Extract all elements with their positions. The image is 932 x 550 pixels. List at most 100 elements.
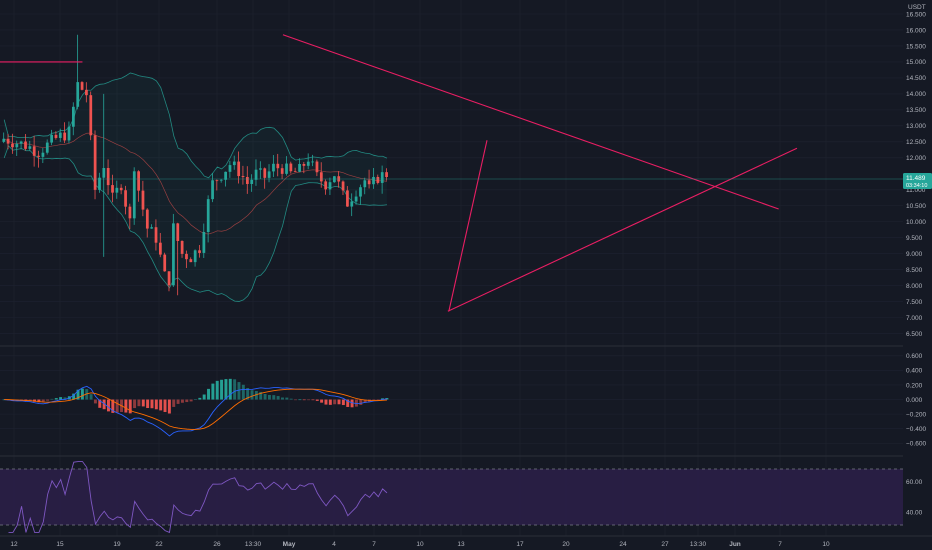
candle-body [367,180,371,185]
time-tick-label: 24 [619,541,627,548]
macd-bar [146,399,150,409]
time-tick-label: 26 [213,541,221,548]
signal-line [4,388,388,430]
candle-body [119,187,123,191]
macd-bar [263,393,267,400]
candle-body [185,253,188,260]
candle-body [67,126,71,141]
candle-body [341,181,345,191]
rsi-axis[interactable]: 60.00 40.00 [906,479,923,517]
candle-body [241,176,245,178]
price-axis[interactable]: 16.500 16.000 15.500 15.000 14.500 14.000 13.5… [906,11,926,338]
candle-body [328,182,332,190]
trendline-ascending-extension[interactable] [448,140,488,312]
candlesticks [2,34,388,296]
macd-pane[interactable] [2,378,389,437]
candle-body [289,163,293,172]
price-pane[interactable] [0,34,903,312]
macd-bar [202,394,206,400]
macd-bar [215,380,219,400]
candle-body [85,89,88,96]
candle-body [211,180,214,200]
candle-body [267,171,271,178]
price-tick-label: 12.500 [906,139,926,146]
candle-body [163,254,167,272]
price-tick-label: 10.000 [906,219,926,226]
macd-bar [63,397,67,400]
rsi-band [0,469,903,525]
macd-bar [363,399,367,403]
candle-body [350,201,354,207]
macd-bar [254,391,258,400]
macd-bar [311,399,315,401]
bollinger-fill [4,72,387,302]
price-tick-label: 16.500 [906,11,926,18]
price-tick-label: 9.500 [906,235,923,242]
candle-body [306,161,310,166]
candle-body [285,163,288,174]
macd-bar [285,397,289,400]
candle-body [263,168,267,178]
macd-bar [180,399,184,403]
time-tick-label: 13:30 [245,541,262,548]
candle-body [132,171,136,219]
macd-tick-label: 0.600 [906,353,923,360]
candle-body [315,161,319,173]
macd-bar [163,399,167,413]
candle-body [115,187,119,193]
candle-body [54,134,58,138]
candle-body [50,134,53,143]
macd-axis[interactable]: 0.600 0.400 0.200 0.000 −0.200 −0.400 −0.600 [906,353,926,447]
macd-tick-label: 0.200 [906,382,923,389]
candle-body [93,135,97,190]
moving-average [4,132,388,235]
candle-body [324,181,328,190]
macd-bar [341,399,345,406]
candle-body [111,185,114,193]
macd-bar [207,388,210,400]
time-tick-label: Jun [729,541,741,548]
macd-bar [272,395,276,400]
macd-bar [224,379,228,400]
macd-bar [276,396,280,400]
macd-bar [107,399,110,412]
price-tick-label: 15.000 [906,59,926,66]
candle-body [311,161,314,163]
trendlines[interactable] [0,34,798,312]
macd-bar [211,383,215,400]
bollinger-lower [3,145,388,302]
candle-body [72,106,75,127]
candle-body [141,190,145,210]
time-axis[interactable]: 12 15 19 22 26 13:30 May 4 7 10 13 17 20 24 27 13:30 Jun… [10,541,830,548]
candle-body [124,190,127,207]
grid-lines [0,0,903,536]
trendline-descending[interactable] [282,34,779,210]
macd-bar [124,399,128,413]
macd-bar [172,399,176,407]
macd-bar [93,399,97,404]
price-tick-label: 9.000 [906,251,923,258]
candle-body [219,179,223,181]
candle-body [58,132,62,138]
candle-body [272,163,275,172]
last-price-badge: 11.489 03:34:10 [903,173,932,189]
candle-body [98,177,101,190]
time-tick-label: 10 [416,541,424,548]
trendline-ascending[interactable] [447,147,798,312]
candle-body [89,95,93,136]
last-price-countdown: 03:34:10 [906,183,927,189]
quote-currency-label: USDT [908,4,926,11]
price-tick-label: 7.000 [906,315,923,322]
candle-body [302,163,306,166]
candle-body [298,163,301,172]
rsi-pane[interactable] [0,461,903,534]
candle-body [154,227,158,243]
price-tick-label: 12.000 [906,155,926,162]
macd-tick-label: 0.000 [906,397,923,404]
macd-bar [198,397,202,400]
candle-body [76,82,80,107]
macd-bar [250,390,254,400]
candle-body [232,161,236,166]
macd-bar [154,399,158,410]
